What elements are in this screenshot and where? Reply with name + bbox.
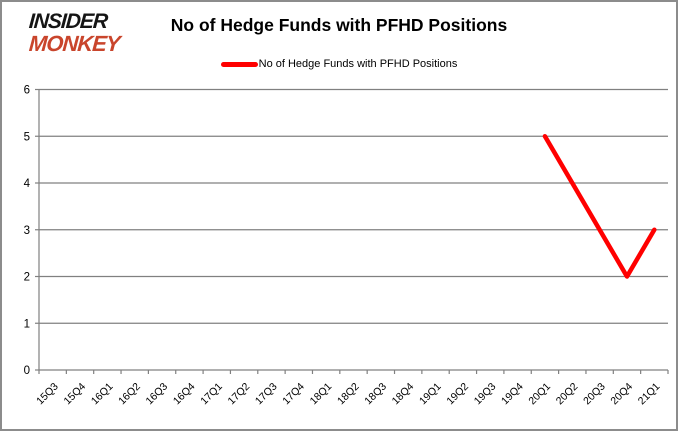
- x-axis-tick-label: 16Q3: [144, 381, 171, 408]
- y-axis-tick-label: 4: [24, 178, 31, 190]
- x-axis-tick-label: 17Q1: [198, 381, 225, 408]
- y-axis-tick-label: 3: [24, 225, 30, 237]
- x-axis-tick-label: 20Q2: [554, 381, 581, 408]
- x-axis-tick-label: 17Q3: [253, 381, 280, 408]
- chart-title: No of Hedge Funds with PFHD Positions: [170, 15, 508, 35]
- y-axis-tick-label: 1: [24, 318, 30, 330]
- x-axis-tick-label: 18Q4: [390, 381, 417, 408]
- x-axis-tick-label: 18Q1: [308, 381, 335, 408]
- x-axis-tick-label: 16Q4: [171, 381, 198, 408]
- x-axis-tick-label: 20Q3: [581, 381, 608, 408]
- x-axis-tick-label: 21Q1: [636, 381, 663, 408]
- legend-line-swatch: [220, 61, 258, 67]
- x-axis-tick-label: 20Q1: [526, 381, 553, 408]
- y-axis-tick-label: 5: [24, 131, 30, 143]
- x-axis-tick-label: 16Q1: [89, 381, 116, 408]
- x-axis-tick-label: 17Q2: [226, 381, 253, 408]
- data-series-line: [542, 134, 657, 279]
- x-axis-tick-label: 16Q2: [116, 381, 143, 408]
- x-axis-tick-label: 15Q4: [61, 381, 88, 408]
- x-axis-tick-label: 18Q3: [362, 381, 389, 408]
- x-axis-tick-label: 19Q2: [444, 381, 471, 408]
- x-axis-tick-label: 15Q3: [34, 381, 61, 408]
- x-axis-tick-label: 19Q4: [499, 381, 526, 408]
- y-axis-tick-label: 2: [24, 272, 30, 284]
- x-axis-tick-label: 20Q4: [608, 381, 635, 408]
- y-axis-tick-label: 0: [24, 365, 30, 377]
- legend-series-label: No of Hedge Funds with PFHD Positions: [258, 58, 458, 70]
- x-axis-tick-label: 17Q4: [280, 381, 307, 408]
- y-axis-tick-label: 6: [24, 85, 30, 97]
- x-axis-tick-label: 19Q3: [472, 381, 499, 408]
- chart-legend: No of Hedge Funds with PFHD Positions: [2, 58, 676, 70]
- x-axis-tick-label: 18Q2: [335, 381, 362, 408]
- x-axis-tick-label: 19Q1: [417, 381, 444, 408]
